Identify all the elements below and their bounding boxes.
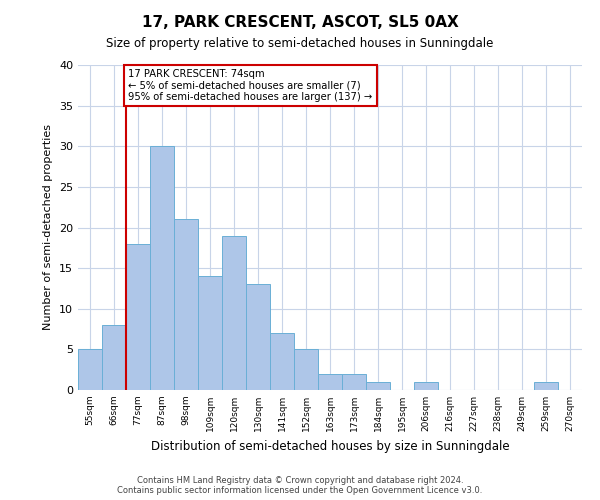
Text: Contains HM Land Registry data © Crown copyright and database right 2024.
Contai: Contains HM Land Registry data © Crown c…	[118, 476, 482, 495]
Bar	[534, 382, 558, 390]
Bar	[78, 350, 102, 390]
Y-axis label: Number of semi-detached properties: Number of semi-detached properties	[43, 124, 53, 330]
Bar	[342, 374, 366, 390]
Bar	[150, 146, 174, 390]
Bar	[270, 333, 294, 390]
Bar	[246, 284, 270, 390]
X-axis label: Distribution of semi-detached houses by size in Sunningdale: Distribution of semi-detached houses by …	[151, 440, 509, 452]
Text: 17, PARK CRESCENT, ASCOT, SL5 0AX: 17, PARK CRESCENT, ASCOT, SL5 0AX	[142, 15, 458, 30]
Bar	[294, 350, 318, 390]
Bar	[366, 382, 390, 390]
Bar	[222, 236, 246, 390]
Bar	[198, 276, 222, 390]
Bar	[414, 382, 438, 390]
Bar	[126, 244, 150, 390]
Bar	[102, 325, 126, 390]
Bar	[174, 220, 198, 390]
Text: Size of property relative to semi-detached houses in Sunningdale: Size of property relative to semi-detach…	[106, 38, 494, 51]
Text: 17 PARK CRESCENT: 74sqm
← 5% of semi-detached houses are smaller (7)
95% of semi: 17 PARK CRESCENT: 74sqm ← 5% of semi-det…	[128, 69, 373, 102]
Bar	[318, 374, 342, 390]
